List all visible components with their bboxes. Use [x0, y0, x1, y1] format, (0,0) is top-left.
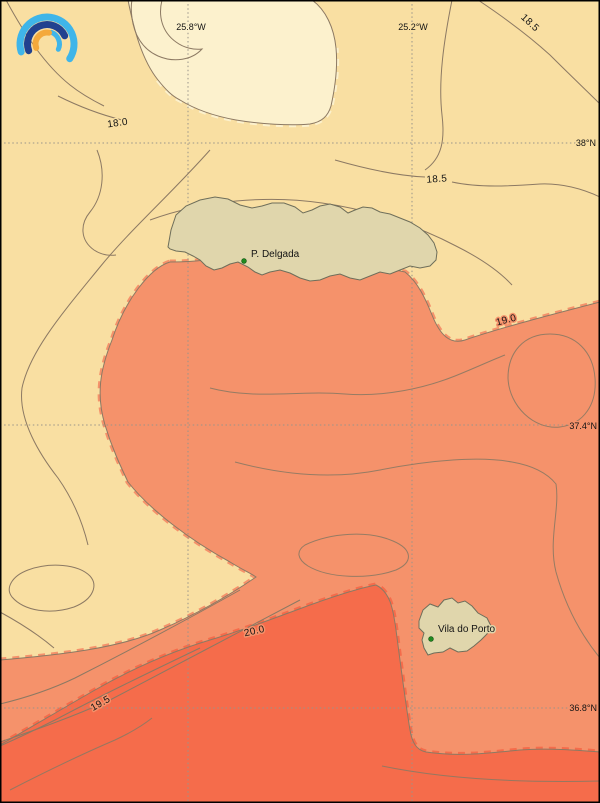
logo [16, 13, 78, 63]
unlabeled-contour-sw-loop [8, 564, 95, 612]
unlabeled-contour-sw-short [0, 611, 55, 649]
unlabeled-contour-east-oval [507, 333, 596, 428]
place-label-p-delgada: P. Delgada [251, 249, 300, 260]
island-sao-miguel [167, 196, 438, 282]
place-label-vila-do-porto: Vila do Porto [438, 624, 496, 635]
sea-band-gt-20 [0, 585, 600, 803]
isotherm-18-0-line [57, 0, 338, 126]
logo-outer-blue-arc [16, 13, 78, 63]
unlabeled-contour-sw-pack-1 [0, 589, 241, 705]
island-santa-maria [418, 597, 492, 656]
unlabeled-contour-west-hook [82, 149, 117, 256]
unlabeled-contour-hot-1 [9, 717, 153, 791]
parallel-36-8n-label: 36.8°N [569, 703, 597, 713]
unlabeled-contour-central-loop [298, 533, 409, 577]
isotherm-18-5-line-ne [477, 0, 600, 105]
place-dot-p-delgada [241, 258, 247, 264]
logo-orange-arc [32, 29, 52, 51]
parallel-37-4n-label: 37.4°N [569, 421, 597, 431]
logo-navy-arc [24, 21, 69, 55]
meridian-25-8w-label: 25.8°W [176, 22, 206, 32]
place-dot-vila-do-porto [428, 636, 434, 642]
isotherm-18-5-line-mid [334, 0, 600, 198]
unlabeled-contour-sw-pack-2 [0, 647, 201, 747]
isotherm-18-0-label: 18.0 [107, 117, 129, 131]
parallel-38n-label: 38°N [576, 138, 596, 148]
isotherm-18-5-label-mid: 18.5 [426, 173, 448, 185]
place-markers: P. Delgada Vila do Porto [241, 248, 497, 642]
unlabeled-contour-loop-top [130, 0, 204, 61]
logo-inner-blue-arc [48, 29, 62, 52]
unlabeled-contour-hot-2 [381, 765, 600, 782]
unlabeled-contour-nw [5, 0, 105, 107]
unlabeled-contour-west-diagonal [21, 149, 211, 546]
islands [167, 196, 492, 656]
isotherm-20-0-line [0, 584, 600, 755]
sea-band-lt-18 [128, 0, 337, 125]
unlabeled-contour-central-2 [234, 458, 600, 659]
unlabeled-contour-central-1 [209, 354, 506, 396]
graticule-labels: 25.8°W 25.2°W 38°N 37.4°N 36.8°N [175, 21, 599, 715]
meridian-25-2w-label: 25.2°W [398, 22, 428, 32]
